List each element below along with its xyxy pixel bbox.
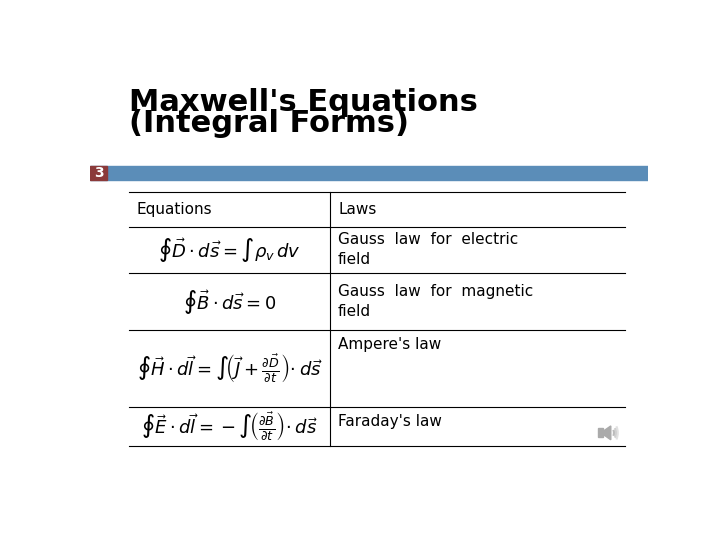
Text: Gauss  law  for  magnetic
field: Gauss law for magnetic field	[338, 284, 534, 319]
Text: Maxwell's Equations: Maxwell's Equations	[129, 88, 477, 117]
Text: Gauss  law  for  electric
field: Gauss law for electric field	[338, 232, 518, 267]
Bar	[90, 166, 648, 180]
Text: $\oint \vec{D} \cdot d\vec{s} = \int \rho_v\,dv$: $\oint \vec{D} \cdot d\vec{s} = \int \rh…	[158, 235, 301, 264]
Text: Faraday's law: Faraday's law	[338, 414, 442, 429]
Text: $\oint \vec{E} \cdot d\vec{l} = -\int\!\left(\frac{\partial \vec{B}}{\partial t}: $\oint \vec{E} \cdot d\vec{l} = -\int\!\…	[141, 410, 318, 443]
Text: $\oint \vec{H} \cdot d\vec{l} = \int\!\left(\vec{J} + \frac{\partial \vec{D}}{\p: $\oint \vec{H} \cdot d\vec{l} = \int\!\l…	[137, 353, 323, 385]
Text: (Integral Forms): (Integral Forms)	[129, 109, 409, 138]
Text: Equations: Equations	[137, 201, 212, 217]
Bar	[90, 166, 107, 180]
FancyBboxPatch shape	[598, 428, 603, 437]
Polygon shape	[603, 426, 611, 440]
Text: 3: 3	[94, 166, 104, 180]
Text: Ampere's law: Ampere's law	[338, 336, 441, 352]
Text: Laws: Laws	[338, 201, 377, 217]
Text: $\oint \vec{B} \cdot d\vec{s} = 0$: $\oint \vec{B} \cdot d\vec{s} = 0$	[183, 288, 276, 315]
